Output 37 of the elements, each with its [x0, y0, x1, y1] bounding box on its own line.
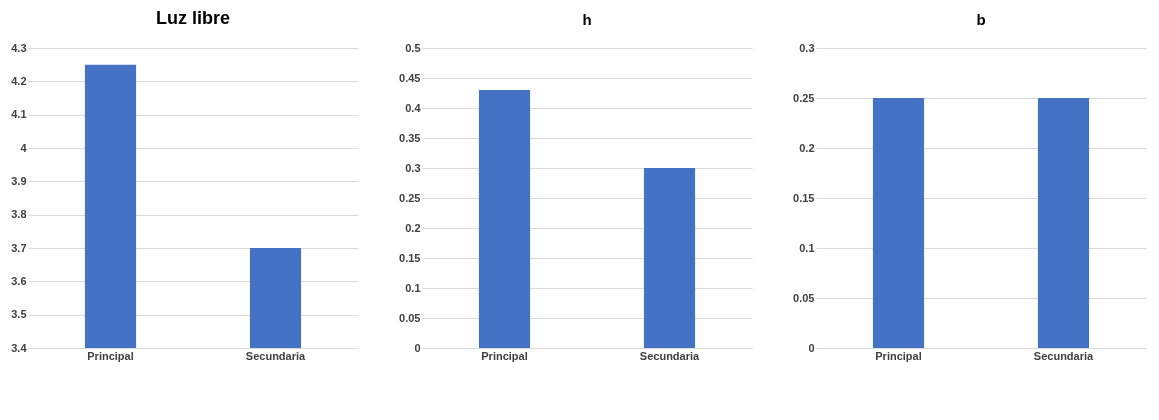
- y-tick-label: 4: [20, 141, 28, 154]
- y-tick-label: 0.2: [799, 141, 815, 154]
- y-tick-label: 0.25: [793, 91, 815, 104]
- y-tick-label: 0: [414, 341, 421, 354]
- y-tick-label: 3.4: [11, 341, 28, 354]
- x-tick-label: Secundaria: [245, 349, 307, 362]
- y-tick-label: 3.8: [11, 208, 27, 221]
- chart-title: h: [582, 11, 592, 28]
- chart-title: Luz libre: [155, 8, 231, 28]
- y-tick-label: 0: [808, 341, 815, 354]
- x-tick-label: Secundaria: [639, 349, 701, 362]
- y-tick-label: 0.2: [405, 221, 421, 234]
- y-tick-label: 3.5: [11, 308, 27, 321]
- y-tick-label: 0.1: [799, 241, 815, 254]
- y-tick-label: 0.4: [405, 101, 422, 114]
- y-tick-label: 4.2: [11, 74, 27, 87]
- x-tick-label: Principal: [87, 349, 134, 362]
- y-tick-label: 3.7: [11, 241, 27, 254]
- y-tick-label: 0.15: [399, 251, 421, 264]
- chart-title: b: [976, 11, 986, 28]
- x-tick-label: Secundaria: [1033, 349, 1095, 362]
- y-tick-label: 0.3: [405, 161, 421, 174]
- y-tick-label: 0.05: [793, 291, 815, 304]
- y-tick-label: 4.3: [11, 41, 27, 54]
- y-tick-label: 0.25: [399, 191, 421, 204]
- y-tick-label: 0.35: [399, 131, 421, 144]
- x-tick-label: Principal: [481, 349, 528, 362]
- y-tick-label: 0.3: [799, 41, 815, 54]
- x-tick-label: Principal: [875, 349, 922, 362]
- y-tick-label: 0.1: [405, 281, 421, 294]
- y-tick-label: 0.45: [399, 71, 421, 84]
- y-tick-label: 3.6: [11, 274, 27, 287]
- y-tick-label: 4.1: [11, 108, 27, 121]
- y-tick-label: 0.05: [399, 311, 421, 324]
- y-tick-label: 0.5: [405, 41, 421, 54]
- y-tick-label: 0.15: [793, 191, 815, 204]
- y-tick-label: 3.9: [11, 174, 27, 187]
